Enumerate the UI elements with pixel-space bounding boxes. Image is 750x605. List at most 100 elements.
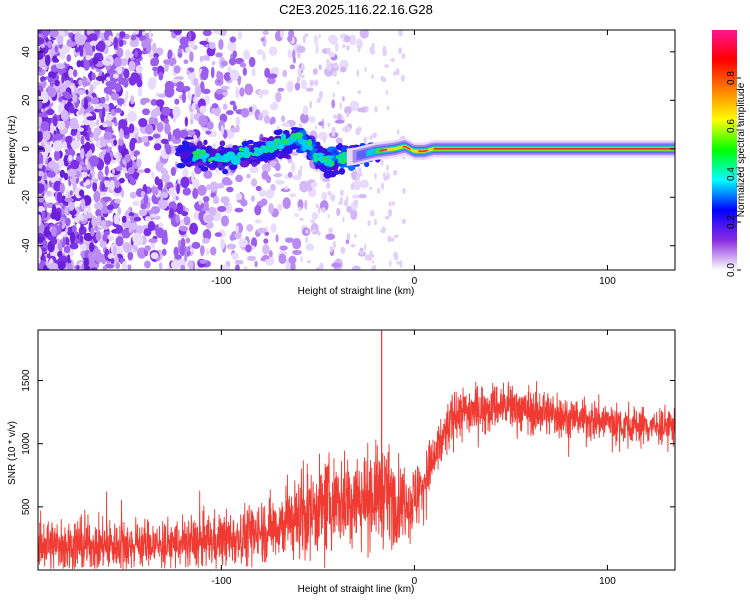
spectrogram-noise-blob [235,57,244,65]
spectrogram-noise-blob [381,182,385,191]
spectrogram-noise-blob [181,92,187,104]
spectrogram-noise-blob [346,112,350,118]
spectrogram-noise-blob [292,249,302,256]
spectrogram-noise-blob [356,69,360,77]
spectrogram-noise-blob [331,195,335,203]
spectrogram-signal-blob [251,161,258,167]
spectrogram-noise-blob [332,70,337,77]
spectrogram-signal-blob [327,173,337,178]
spectrogram-noise-blob [390,57,395,63]
spectrogram-noise-blob [38,163,44,169]
spectrogram-noise-blob [288,30,295,38]
spectrogram-noise-blob [226,243,237,250]
spectrogram-noise-blob [279,245,288,251]
spectrogram-noise-blob [258,89,264,99]
spectrogram-noise-blob [372,260,375,264]
spectrogram-noise-blob [341,96,345,102]
spectrogram-noise-blob [212,130,217,138]
spectrogram-noise-blob [147,220,156,232]
spectrogram-noise-blob [277,203,283,212]
spectrogram-noise-blob [172,129,179,137]
spectrogram-signal-blob [310,149,316,155]
spectrogram-noise-blob [76,265,80,270]
spectrogram-noise-blob [106,204,114,211]
spectrogram-noise-blob [57,93,62,98]
spectrogram-noise-blob [211,103,219,109]
spectrogram-noise-blob [222,177,229,186]
spectrogram-noise-blob [317,131,328,141]
spectrogram-noise-blob [300,256,303,263]
spectrogram-noise-blob [170,260,181,270]
spectrogram-noise-blob [103,131,113,141]
spectrogram-noise-blob [113,36,118,49]
spectrogram-noise-blob [179,219,185,227]
spectrogram-noise-blob [84,97,88,110]
spectrogram-noise-blob [50,122,54,132]
snr-panel: -100 0 100 500 1000 1500 Height of straight … [7,329,676,595]
spectrogram-noise-blob [161,106,171,116]
spectrogram-noise-blob [321,177,331,182]
spectrogram-noise-blob [99,239,107,249]
spectrogram-noise-blob [192,134,198,142]
spectrogram-signal-blob [211,162,218,169]
spectrogram-noise-blob [78,189,85,197]
spectrogram-noise-blob [56,191,63,204]
spectrogram-noise-blob [130,156,137,161]
spectrogram-noise-blob [222,129,228,139]
spectrogram-noise-blob [275,91,282,103]
spectrogram-noise-blob [332,114,338,119]
spectrogram-noise-blob [314,79,319,87]
spectrogram-noise-blob [79,235,84,243]
spectrogram-noise-blob [374,218,377,226]
spectrogram-noise-blob [367,220,371,227]
spectrogram-noise-blob [172,106,181,118]
spectrogram-noise-blob [357,167,362,174]
spectrogram-noise-blob [127,251,134,261]
spectrogram-signal-blob [291,135,296,140]
spectrogram-noise-blob [166,267,173,270]
colorbar: 0.0 0.2 0.4 0.6 0.8 Normalized spectral ampl… [712,30,747,277]
spectrogram-noise-blob [249,106,253,113]
spectrogram-noise-blob [38,67,42,73]
spectrogram-noise-blob [350,209,358,221]
spectrogram-noise-blob [129,39,140,48]
spectrogram-noise-blob [38,131,44,142]
spectrogram-signal-blob [302,145,307,152]
spectrogram-noise-blob [199,105,207,114]
spectrogram-noise-blob [187,91,192,101]
spectrogram-noise-blob [110,159,116,164]
spectrogram-noise-blob [97,170,104,181]
spectrogram-noise-blob [369,209,375,217]
spectrogram-noise-blob [264,231,270,236]
spectrogram-noise-blob [102,123,108,128]
spectrogram-noise-blob [85,179,91,185]
spectrogram-noise-blob [197,184,207,196]
spectrogram-noise-blob [142,108,151,116]
spectrogram-noise-blob [46,253,51,259]
spectrogram-noise-blob [327,34,338,44]
snr-x-tick-label: 100 [599,576,616,587]
spectrogram-noise-blob [244,83,254,96]
spectrogram-noise-blob [68,154,73,162]
spectrogram-noise-blob [334,41,339,52]
spectrogram-noise-blob [220,85,230,90]
spectrogram-noise-blob [46,109,55,115]
spectrogram-noise-blob [114,82,122,93]
spectrogram-signal-blob [265,140,275,147]
spectrogram-noise-blob [202,88,211,95]
spectrogram-noise-blob [386,172,390,178]
spectrogram-noise-blob [363,136,367,144]
spectrogram-noise-blob [103,179,110,188]
spectrogram-noise-blob [38,170,45,177]
spectrogram-noise-blob [120,188,125,198]
spectrogram-noise-blob [344,106,352,115]
spectrogram-noise-blob [144,124,154,135]
spectrogram-noise-blob [343,39,346,43]
spectrogram-noise-blob [187,260,194,269]
spectrogram-noise-blob [191,102,196,111]
spectrogram-noise-blob [386,105,390,111]
spectrogram-noise-blob [52,140,63,152]
spectrogram-noise-blob [117,77,128,85]
spectrogram-noise-blob [266,76,276,85]
spectrogram-noise-blob [395,67,400,76]
